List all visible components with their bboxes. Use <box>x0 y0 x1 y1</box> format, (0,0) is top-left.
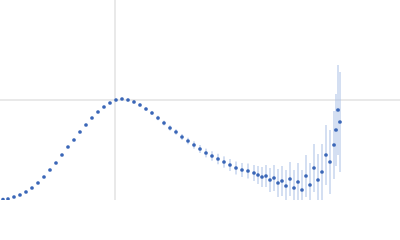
data-point <box>264 174 268 178</box>
data-point <box>280 179 284 183</box>
data-point <box>90 116 94 120</box>
data-point <box>132 100 136 104</box>
data-point <box>222 160 226 164</box>
data-point <box>54 161 58 165</box>
data-point <box>334 128 338 132</box>
data-point <box>144 107 148 111</box>
data-point <box>210 154 214 158</box>
data-point <box>72 138 76 142</box>
data-point <box>96 110 100 114</box>
data-point <box>174 130 178 134</box>
data-point <box>36 181 40 185</box>
data-point <box>84 123 88 127</box>
data-point <box>138 103 142 107</box>
data-point <box>78 130 82 134</box>
data-point <box>240 168 244 172</box>
data-point <box>24 190 28 194</box>
data-point <box>300 188 304 192</box>
data-point <box>186 139 190 143</box>
data-point <box>320 170 324 174</box>
data-point <box>48 168 52 172</box>
data-point <box>30 186 34 190</box>
data-point <box>150 111 154 115</box>
data-point <box>260 175 264 179</box>
data-point <box>60 153 64 157</box>
data-point <box>18 193 22 197</box>
data-point <box>126 98 130 102</box>
data-point <box>102 105 106 109</box>
data-point <box>324 153 328 157</box>
data-point <box>42 175 46 179</box>
data-point <box>292 186 296 190</box>
data-point <box>114 98 118 102</box>
data-point <box>276 181 280 185</box>
data-point <box>316 178 320 182</box>
chart <box>0 0 400 200</box>
page: {"chart_data": {"type": "scatter", "colo… <box>0 0 400 200</box>
data-point <box>246 169 250 173</box>
data-point <box>198 147 202 151</box>
data-point <box>168 126 172 130</box>
data-point <box>308 183 312 187</box>
data-point <box>1 197 5 200</box>
data-point <box>120 97 124 101</box>
data-point <box>338 120 342 124</box>
data-point <box>332 143 336 147</box>
data-point <box>296 180 300 184</box>
data-point <box>228 163 232 167</box>
data-point <box>234 166 238 170</box>
data-point <box>268 178 272 182</box>
data-point <box>12 195 16 199</box>
data-point <box>256 173 260 177</box>
data-point <box>162 121 166 125</box>
data-point <box>312 166 316 170</box>
data-point <box>328 160 332 164</box>
data-point <box>288 177 292 181</box>
data-point <box>204 151 208 155</box>
data-point <box>6 197 10 200</box>
data-point <box>108 101 112 105</box>
data-point <box>66 145 70 149</box>
data-point <box>336 108 340 112</box>
data-point <box>216 157 220 161</box>
data-point <box>192 143 196 147</box>
data-point <box>156 116 160 120</box>
data-point <box>252 171 256 175</box>
data-point <box>284 184 288 188</box>
data-point <box>180 135 184 139</box>
data-point <box>272 176 276 180</box>
data-point <box>304 174 308 178</box>
